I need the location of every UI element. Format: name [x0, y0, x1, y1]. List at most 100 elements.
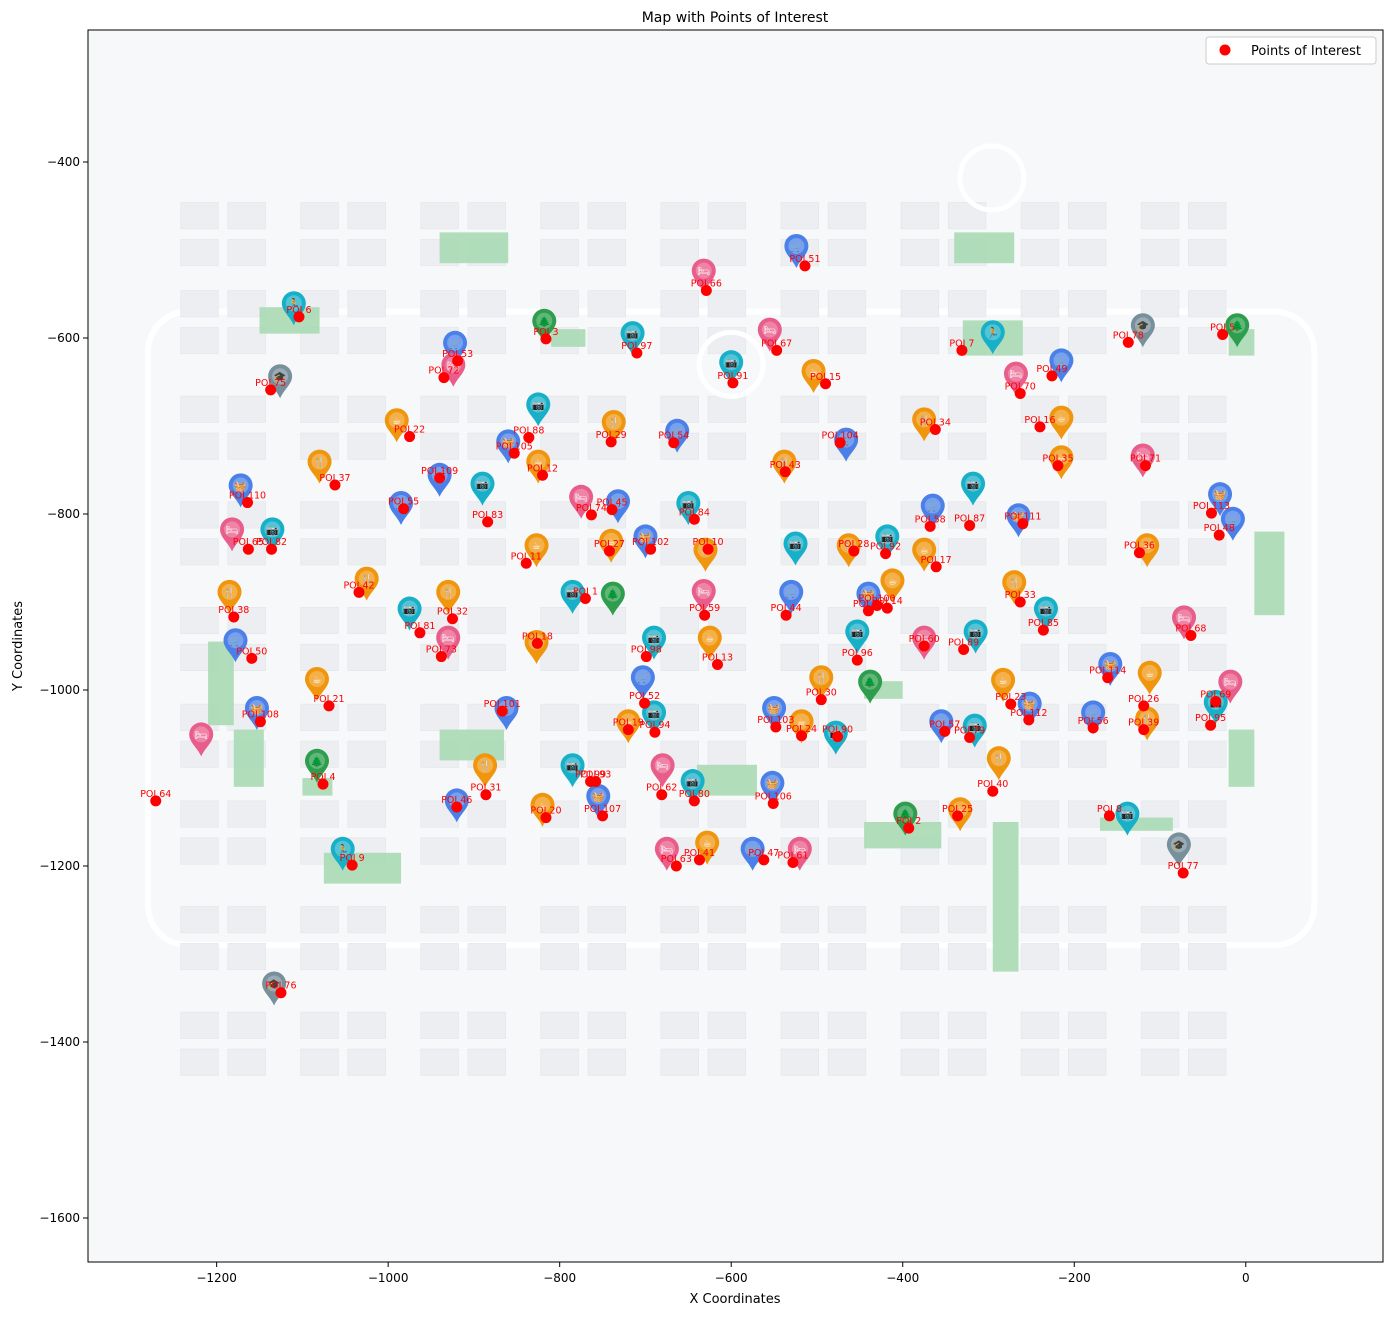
- poi-marker[interactable]: [446, 613, 458, 625]
- poi-marker[interactable]: [645, 543, 657, 555]
- poi-marker[interactable]: [880, 548, 892, 560]
- poi-marker[interactable]: [540, 812, 552, 824]
- poi-marker[interactable]: [597, 810, 609, 822]
- poi-marker[interactable]: [1213, 529, 1225, 541]
- poi-marker[interactable]: [693, 854, 705, 866]
- poi-marker[interactable]: [1210, 695, 1222, 707]
- poi-marker[interactable]: [779, 466, 791, 478]
- poi-marker[interactable]: [1023, 714, 1035, 726]
- poi-marker[interactable]: [952, 810, 964, 822]
- poi-marker[interactable]: [1087, 722, 1099, 734]
- poi-marker[interactable]: [780, 609, 792, 621]
- poi-marker[interactable]: [537, 469, 549, 481]
- poi-marker[interactable]: [700, 284, 712, 296]
- poi-marker[interactable]: [520, 557, 532, 569]
- poi-marker[interactable]: [1185, 629, 1197, 641]
- poi-marker[interactable]: [958, 644, 970, 656]
- poi-marker[interactable]: [293, 311, 305, 323]
- poi-marker[interactable]: [939, 725, 951, 737]
- poi-marker[interactable]: [585, 776, 597, 788]
- poi-marker[interactable]: [930, 561, 942, 573]
- poi-marker[interactable]: [727, 377, 739, 389]
- poi-marker[interactable]: [438, 372, 450, 384]
- poi-marker[interactable]: [688, 513, 700, 525]
- poi-marker[interactable]: [1122, 336, 1134, 348]
- poi-marker[interactable]: [242, 543, 254, 555]
- poi-marker[interactable]: [1217, 328, 1229, 340]
- poi-marker[interactable]: [787, 856, 799, 868]
- poi-marker[interactable]: [605, 436, 617, 448]
- poi-marker[interactable]: [414, 627, 426, 639]
- poi-marker[interactable]: [770, 721, 782, 733]
- poi-marker[interactable]: [851, 654, 863, 666]
- poi-marker[interactable]: [1014, 596, 1026, 608]
- poi-marker[interactable]: [964, 732, 976, 744]
- poi-marker[interactable]: [398, 503, 410, 515]
- poi-marker[interactable]: [482, 516, 494, 528]
- poi-marker[interactable]: [711, 658, 723, 670]
- poi-marker[interactable]: [323, 700, 335, 712]
- poi-marker[interactable]: [1177, 867, 1189, 879]
- poi-marker[interactable]: [317, 778, 329, 790]
- poi-marker[interactable]: [1138, 700, 1150, 712]
- poi-marker[interactable]: [353, 586, 365, 598]
- poi-marker[interactable]: [1138, 724, 1150, 736]
- poi-marker[interactable]: [329, 479, 341, 491]
- poi-marker[interactable]: [639, 697, 651, 709]
- poi-marker[interactable]: [848, 545, 860, 557]
- poi-marker[interactable]: [799, 260, 811, 272]
- poi-marker[interactable]: [631, 347, 643, 359]
- poi-marker[interactable]: [523, 431, 535, 443]
- poi-marker[interactable]: [767, 798, 779, 810]
- poi-marker[interactable]: [702, 543, 714, 555]
- poi-marker[interactable]: [1046, 370, 1058, 382]
- poi-marker[interactable]: [699, 609, 711, 621]
- poi-marker[interactable]: [1017, 518, 1029, 530]
- poi-marker[interactable]: [246, 652, 258, 664]
- poi-marker[interactable]: [254, 716, 266, 728]
- poi-marker[interactable]: [435, 651, 447, 663]
- poi-marker[interactable]: [540, 333, 552, 345]
- poi-marker[interactable]: [649, 726, 661, 738]
- poi-marker[interactable]: [404, 431, 416, 443]
- poi-marker[interactable]: [496, 705, 508, 717]
- poi-marker[interactable]: [1139, 460, 1151, 472]
- poi-marker[interactable]: [585, 509, 597, 521]
- poi-marker[interactable]: [1205, 719, 1217, 731]
- poi-marker[interactable]: [668, 437, 680, 449]
- poi-marker[interactable]: [964, 519, 976, 531]
- poi-marker[interactable]: [832, 731, 844, 743]
- poi-marker[interactable]: [265, 384, 277, 396]
- poi-marker[interactable]: [834, 437, 846, 449]
- poi-marker[interactable]: [1103, 810, 1115, 822]
- poi-marker[interactable]: [346, 859, 358, 871]
- poi-marker[interactable]: [275, 987, 287, 999]
- poi-marker[interactable]: [266, 543, 278, 555]
- poi-marker[interactable]: [688, 795, 700, 807]
- poi-marker[interactable]: [871, 600, 883, 612]
- poi-marker[interactable]: [242, 497, 254, 509]
- poi-marker[interactable]: [434, 472, 446, 484]
- poi-marker[interactable]: [987, 785, 999, 797]
- poi-marker[interactable]: [606, 504, 618, 516]
- poi-marker[interactable]: [903, 822, 915, 834]
- poi-marker[interactable]: [452, 355, 464, 367]
- poi-marker[interactable]: [862, 605, 874, 617]
- poi-marker[interactable]: [1014, 387, 1026, 399]
- poi-marker[interactable]: [929, 424, 941, 436]
- poi-marker[interactable]: [815, 694, 827, 706]
- poi-marker[interactable]: [1102, 672, 1114, 684]
- poi-marker[interactable]: [603, 545, 615, 557]
- poi-marker[interactable]: [1037, 624, 1049, 636]
- poi-marker[interactable]: [622, 724, 634, 736]
- poi-marker[interactable]: [1133, 547, 1145, 559]
- poi-marker[interactable]: [150, 795, 162, 807]
- poi-marker[interactable]: [796, 730, 808, 742]
- poi-marker[interactable]: [451, 801, 463, 813]
- poi-marker[interactable]: [480, 789, 492, 801]
- poi-marker[interactable]: [881, 602, 893, 614]
- poi-marker[interactable]: [924, 520, 936, 532]
- poi-marker[interactable]: [228, 611, 240, 623]
- poi-marker[interactable]: [531, 637, 543, 649]
- poi-marker[interactable]: [579, 592, 591, 604]
